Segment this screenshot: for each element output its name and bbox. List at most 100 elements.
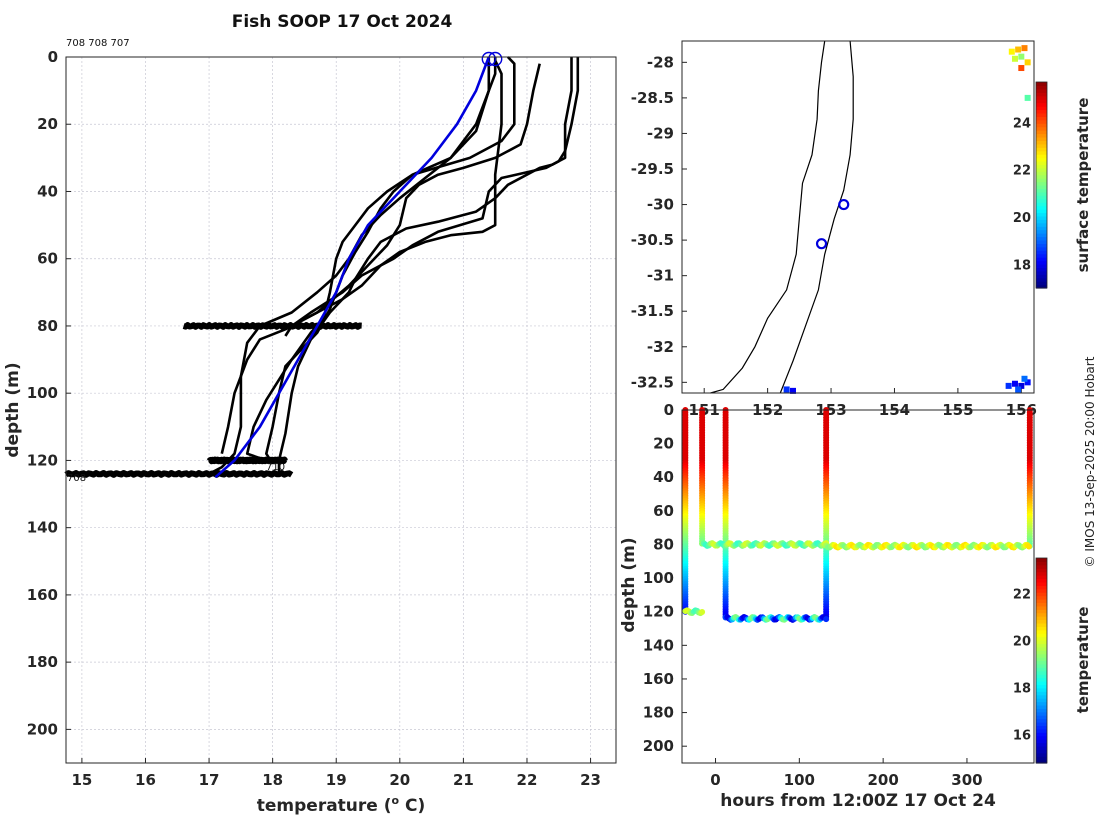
section-x-tick-label: 100 bbox=[784, 771, 815, 789]
colorbar-segment bbox=[1036, 85, 1047, 90]
colorbar-segment bbox=[1036, 653, 1047, 658]
colorbar-segment bbox=[1036, 226, 1047, 231]
colorbar-segment bbox=[1036, 616, 1047, 621]
profile-start-markers bbox=[481, 51, 503, 67]
profile-frame bbox=[65, 56, 617, 764]
colorbar-segment bbox=[1036, 150, 1047, 155]
colorbar-segment bbox=[1036, 171, 1047, 176]
colorbar-segment bbox=[1036, 112, 1047, 117]
colorbar-segment bbox=[1036, 167, 1047, 172]
colorbar-segment bbox=[1036, 250, 1047, 255]
map-y-tick-label: -28.5 bbox=[631, 89, 674, 107]
profile-3 bbox=[208, 57, 491, 476]
map-y-tick-label: -30 bbox=[647, 196, 674, 214]
colorbar-segment bbox=[1036, 561, 1047, 566]
colorbar-segment bbox=[1036, 267, 1047, 272]
colorbar-segment bbox=[1036, 718, 1047, 723]
tow-point bbox=[699, 608, 706, 615]
section-y-tick-label: 160 bbox=[643, 670, 674, 688]
colorbar-segment bbox=[1036, 260, 1047, 265]
colorbar-segment bbox=[1036, 728, 1047, 733]
colorbar-segment bbox=[1036, 191, 1047, 196]
section-y-tick-label: 120 bbox=[643, 603, 674, 621]
colorbar-segment bbox=[1036, 629, 1047, 634]
colorbar-segment bbox=[1036, 126, 1047, 131]
map-y-tick-label: -30.5 bbox=[631, 231, 674, 249]
colorbar-segment bbox=[1036, 756, 1047, 761]
section-x-ticks: 0 100 200 300 bbox=[710, 758, 983, 789]
colorbar-segment bbox=[1036, 745, 1047, 750]
colorbar-tick-label: 16 bbox=[1013, 729, 1031, 744]
y-tick-label: 80 bbox=[37, 317, 58, 335]
colorbar-segment bbox=[1036, 684, 1047, 689]
section-frame bbox=[681, 409, 1035, 764]
section-y-tick-label: 60 bbox=[653, 502, 674, 520]
sst-pixel bbox=[1018, 382, 1025, 389]
y-tick-label: 180 bbox=[27, 653, 58, 671]
colorbar-segment bbox=[1036, 188, 1047, 193]
section-marks bbox=[682, 407, 1033, 623]
mean-profile bbox=[214, 56, 491, 479]
colorbar-segment bbox=[1036, 198, 1047, 203]
x-tick-label: 19 bbox=[326, 771, 347, 789]
x-tick-label: 15 bbox=[71, 771, 92, 789]
tow-smear bbox=[182, 322, 363, 330]
colorbar-tick-label: 20 bbox=[1013, 634, 1031, 649]
sst-pixels bbox=[783, 45, 1031, 394]
colorbar-frame bbox=[1035, 557, 1048, 764]
y-tick-label: 20 bbox=[37, 115, 58, 133]
section-y-tick-label: 80 bbox=[653, 535, 674, 553]
colorbar-segment bbox=[1036, 571, 1047, 576]
colorbar-segment bbox=[1036, 246, 1047, 251]
colorbar-segment bbox=[1036, 136, 1047, 141]
colorbar-segment bbox=[1036, 106, 1047, 111]
colorbar-segment bbox=[1036, 123, 1047, 128]
sst-pixel bbox=[789, 387, 796, 394]
colorbar-segment bbox=[1036, 154, 1047, 159]
colorbar-segment bbox=[1036, 222, 1047, 227]
profile-7 bbox=[291, 59, 503, 328]
colorbar-segment bbox=[1036, 674, 1047, 679]
section-y-ticks: 0 20 40 60 80 100 120 140 160 180 200 bbox=[643, 401, 687, 755]
colorbar-segment bbox=[1036, 143, 1047, 148]
colorbar-segment bbox=[1036, 588, 1047, 593]
colorbar-segment bbox=[1036, 677, 1047, 682]
colorbar-segment bbox=[1036, 575, 1047, 580]
colorbar-segment bbox=[1036, 578, 1047, 583]
profile-y-ticks: 0 20 40 60 80 100 120 140 160 180 200 bbox=[27, 48, 71, 738]
map-y-tick-label: -29 bbox=[647, 124, 674, 142]
section-x-label: hours from 12:00Z 17 Oct 24 bbox=[720, 791, 996, 811]
colorbar-segment bbox=[1036, 119, 1047, 124]
colorbar-segment bbox=[1036, 140, 1047, 145]
colorbar-segment bbox=[1036, 253, 1047, 258]
colorbar-segment bbox=[1036, 585, 1047, 590]
section-y-tick-label: 140 bbox=[643, 636, 674, 654]
profile-y-label: depth (m) bbox=[3, 362, 23, 457]
tow-smear bbox=[206, 456, 288, 465]
colorbar-segment bbox=[1036, 715, 1047, 720]
imos-credit: © IMOS 13-Sep-2025 20:00 Hobart bbox=[1083, 356, 1097, 567]
colorbar-segment bbox=[1036, 725, 1047, 730]
colorbar-segment bbox=[1036, 694, 1047, 699]
colorbar-segment bbox=[1036, 160, 1047, 165]
left-tag-label: 708 bbox=[67, 473, 86, 484]
station-markers bbox=[815, 198, 850, 250]
colorbar-segment bbox=[1036, 752, 1047, 757]
sst-pixel bbox=[1024, 59, 1031, 66]
colorbar-segment bbox=[1036, 722, 1047, 727]
start-marker bbox=[487, 51, 503, 67]
colorbar-segment bbox=[1036, 640, 1047, 645]
colorbar-segment bbox=[1036, 619, 1047, 624]
profile-grid bbox=[66, 56, 616, 763]
x-tick-label: 21 bbox=[453, 771, 474, 789]
colorbar-segment bbox=[1036, 157, 1047, 162]
profile-lines bbox=[208, 56, 580, 479]
section-y-tick-label: 40 bbox=[653, 468, 674, 486]
section-y-tick-label: 200 bbox=[643, 737, 674, 755]
colorbar-segment bbox=[1036, 219, 1047, 224]
shelf-line bbox=[779, 40, 854, 394]
colorbar-segment bbox=[1036, 759, 1047, 764]
surface-temp-colorbar-label: surface temperature bbox=[1074, 98, 1092, 273]
sst-pixel bbox=[1011, 380, 1018, 387]
sst-pixel bbox=[1008, 48, 1015, 55]
